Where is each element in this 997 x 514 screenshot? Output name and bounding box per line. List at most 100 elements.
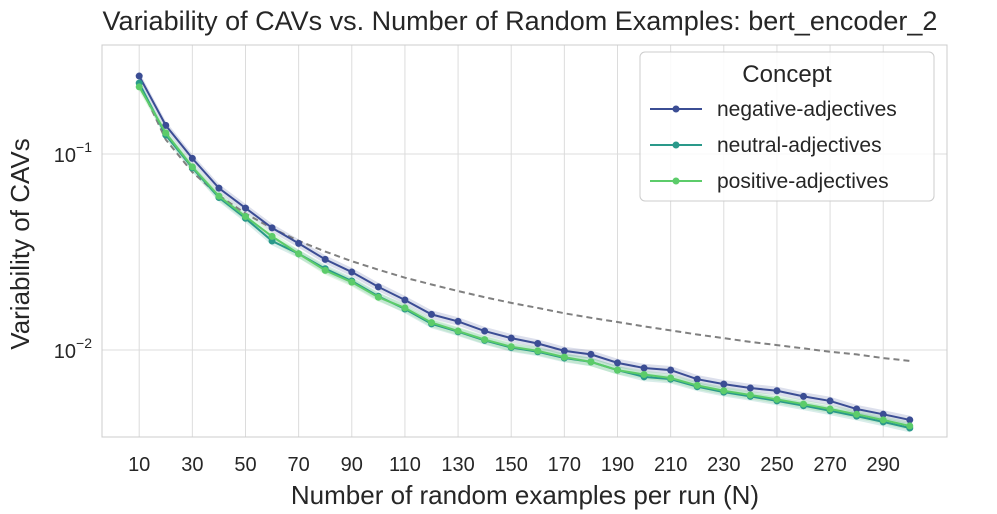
data-point [188,163,196,171]
data-point [879,416,887,424]
series-group [135,72,914,432]
data-point [348,278,356,286]
data-point [906,422,914,430]
data-point [614,359,622,367]
data-point [321,266,329,274]
data-point [215,192,223,200]
data-point [534,347,542,355]
legend-label: negative-adjectives [717,98,897,121]
data-point [401,296,409,304]
data-point [800,392,808,400]
data-point [454,327,462,335]
data-point [507,343,515,351]
legend-marker [672,141,680,149]
data-point [507,334,515,342]
data-point [374,293,382,301]
data-point [693,375,701,383]
data-point [773,387,781,395]
data-point [162,121,170,129]
data-point [560,347,568,355]
data-point [853,410,861,418]
data-point [268,232,276,240]
y-tick-label: 10−1 [54,139,92,167]
data-point [454,317,462,325]
data-point [720,380,728,388]
data-point [268,224,276,232]
x-tick-labels: 10 30 50 70 90 110 130 150 170 190 210 230 250 270 290 [128,454,900,476]
data-point [667,366,675,374]
data-point [693,381,701,389]
data-point [348,268,356,276]
x-tick-label: 50 [234,454,256,476]
series-negative-adjectives [135,72,914,424]
x-tick-label: 10 [128,454,150,476]
data-point [427,310,435,318]
y-tick-base: 10 [54,341,76,363]
x-tick-label: 70 [288,454,310,476]
data-point [135,72,143,80]
data-point [374,283,382,291]
legend-label: positive-adjectives [717,170,889,193]
series-line [138,75,911,421]
legend-item-neutral-adjectives: neutral-adjectives [650,134,882,157]
data-point [773,395,781,403]
legend-label: neutral-adjectives [717,134,882,157]
data-point [640,364,648,372]
data-point [481,336,489,344]
data-point [427,319,435,327]
x-tick-label: 290 [867,454,900,476]
legend: Concept negative-adjectives neutral-adjec… [639,51,935,202]
legend-item-positive-adjectives: positive-adjectives [650,170,889,193]
data-point [401,304,409,312]
plot-area-frame [101,44,948,438]
data-point [720,387,728,395]
y-tick-exponent: −2 [76,335,92,351]
data-point [481,327,489,335]
data-point [560,353,568,361]
x-tick-label: 30 [181,454,203,476]
data-point [135,83,143,91]
x-tick-label: 90 [341,454,363,476]
data-point [295,239,303,247]
data-point [321,255,329,263]
legend-items: negative-adjectives neutral-adjectives pos… [650,98,897,193]
data-point [800,400,808,408]
y-tick-label: 10−2 [54,335,92,363]
legend-item-negative-adjectives: negative-adjectives [650,98,897,121]
x-tick-label: 130 [441,454,474,476]
data-point [826,397,834,405]
data-point [640,371,648,379]
data-point [879,410,887,418]
x-tick-label: 110 [389,454,421,476]
data-point [215,184,223,192]
data-point [587,358,595,366]
data-point [241,213,249,221]
data-point [746,391,754,399]
legend-marker [672,105,680,113]
legend-title: Concept [742,61,832,88]
data-point [853,405,861,413]
chart-title: Variability of CAVs vs. Number of Random… [103,6,938,36]
x-tick-label: 190 [601,454,634,476]
y-tick-exponent: −1 [76,139,92,155]
data-point [295,250,303,258]
data-point [162,129,170,137]
data-point [826,405,834,413]
data-point [746,384,754,392]
x-tick-label: 210 [654,454,687,476]
x-tick-label: 270 [813,454,846,476]
y-tick-base: 10 [54,145,76,167]
x-tick-label: 230 [707,454,740,476]
x-axis-label: Number of random examples per run (N) [291,480,759,510]
x-tick-label: 250 [760,454,793,476]
x-tick-label: 150 [495,454,528,476]
legend-box [639,51,935,202]
data-point [188,154,196,162]
data-point [614,366,622,374]
x-tick-label: 170 [548,454,581,476]
series-positive-adjectives [135,83,914,430]
series-line [138,86,911,427]
data-point [906,416,914,424]
legend-marker [672,177,680,185]
y-tick-labels: 10−110−2 [54,139,92,363]
